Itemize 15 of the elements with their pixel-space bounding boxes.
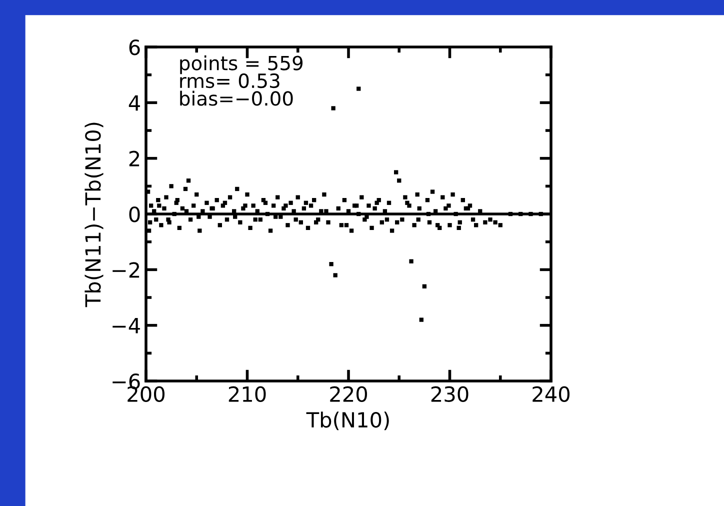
y-axis-title: Tb(N11)−Tb(N10) <box>84 122 104 308</box>
y-tick-label: 0 <box>129 206 140 222</box>
x-tick-label: 230 <box>431 386 468 402</box>
x-tick-label: 210 <box>228 386 266 402</box>
x-axis-title: Tb(N10) <box>306 412 389 430</box>
y-tick-label: −4 <box>112 318 140 334</box>
y-tick-label: −2 <box>112 262 140 278</box>
y-tick-label: 6 <box>129 39 140 56</box>
x-tick-label: 240 <box>532 386 570 402</box>
annotation: points = 559 <box>180 55 303 74</box>
y-tick-label: 4 <box>128 95 140 111</box>
annotation: rms= 0.53 <box>180 73 280 88</box>
annotation: bias=−0.00 <box>180 90 293 106</box>
x-tick-label: 220 <box>330 386 367 402</box>
y-tick-label: 2 <box>129 150 140 166</box>
